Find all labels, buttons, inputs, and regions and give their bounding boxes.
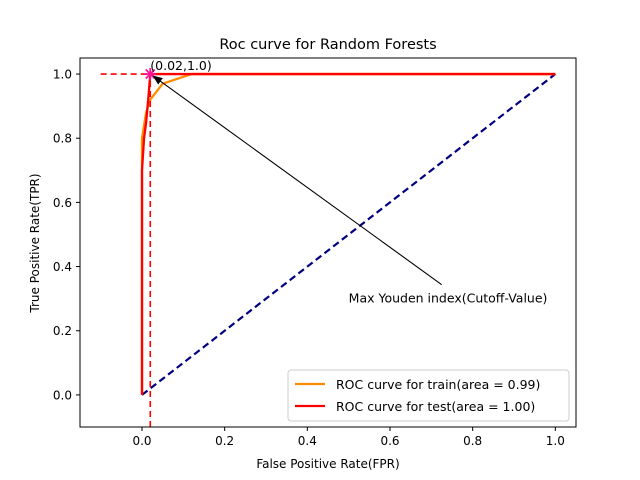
legend: ROC curve for train(area = 0.99) ROC cur… [287,369,570,422]
x-axis: 0.0 0.2 0.4 0.6 0.8 1.0 [132,427,565,448]
cutoff-point-label: (0.02,1.0) [150,58,211,73]
legend-label-test: ROC curve for test(area = 1.00) [336,399,535,414]
overlay: (0.02,1.0) Max Youden index(Cutoff-Value) [144,58,547,306]
cutoff-marker [144,68,157,81]
y-tick-label: 0.4 [53,260,72,274]
y-axis-label: True Positive Rate(TPR) [28,173,42,313]
x-tick-label: 0.0 [132,434,151,448]
x-tick-label: 0.8 [463,434,482,448]
y-tick-label: 1.0 [53,68,72,82]
y-tick-label: 0.0 [53,388,72,402]
x-axis-label: False Positive Rate(FPR) [256,457,399,471]
axes-frame [79,57,577,428]
y-tick-label: 0.8 [53,132,72,146]
annotation-arrow [152,75,442,286]
chart-title: Roc curve for Random Forests [219,37,436,53]
annotation-text: Max Youden index(Cutoff-Value) [349,291,548,306]
legend-label-train: ROC curve for train(area = 0.99) [336,377,540,392]
y-tick-label: 0.6 [53,196,72,210]
x-tick-label: 0.2 [215,434,234,448]
y-tick-label: 0.2 [53,324,72,338]
legend-box [287,369,570,422]
y-axis: 0.0 0.2 0.4 0.6 0.8 1.0 [53,68,80,402]
x-tick-label: 0.6 [380,434,399,448]
cutoff-marker-arm [145,68,156,80]
x-tick-label: 1.0 [546,434,565,448]
diagonal-reference-line [141,73,557,396]
x-tick-label: 0.4 [298,434,317,448]
